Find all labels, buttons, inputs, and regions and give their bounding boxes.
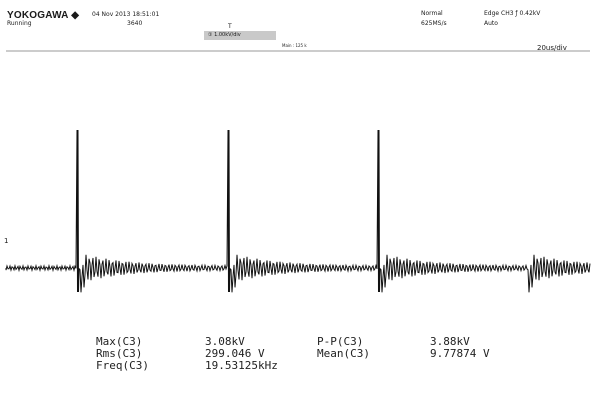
measurement-value: 9.77874 V [430, 347, 490, 360]
main-record-label: Main : 125 k [282, 43, 307, 48]
trigger-settings: Edge CH3 ƒ 0.42kV [484, 10, 541, 17]
waveform-trace [5, 129, 591, 293]
measurement-label: P-P(C3) [317, 335, 364, 348]
run-status: Running [7, 20, 32, 27]
acquisition-mode: Normal [421, 10, 443, 17]
brand-logo: YOKOGAWA ◆ [7, 10, 80, 21]
measurement-value: 299.046 V [205, 347, 265, 360]
measurement-label: Mean(C3) [317, 347, 370, 360]
measurement-label: Freq(C3) [96, 359, 149, 372]
time-per-division: 20us/div [537, 44, 567, 52]
measurement-label: Max(C3) [96, 335, 143, 348]
measurement-labels-2: P-P(C3) Mean(C3) [317, 336, 370, 360]
trigger-mode: Auto [484, 20, 498, 27]
channel-scale-indicator[interactable]: ① 1.00kV/div [204, 31, 276, 40]
measurement-value: 3.88kV [430, 335, 470, 348]
channel-ground-marker: 1 [4, 237, 9, 245]
measurement-labels-1: Max(C3) Rms(C3) Freq(C3) [96, 336, 149, 372]
datetime-readout: 04 Nov 2013 18:51:01 [92, 11, 160, 18]
status-header: YOKOGAWA ◆ Running 04 Nov 2013 18:51:01 … [0, 0, 593, 40]
measurement-value: 3.08kV [205, 335, 245, 348]
measurement-values-2: 3.88kV 9.77874 V [430, 336, 490, 360]
measurement-value: 19.53125kHz [205, 359, 278, 372]
measurement-values-1: 3.08kV 299.046 V 19.53125kHz [205, 336, 278, 372]
measurement-label: Rms(C3) [96, 347, 143, 360]
acquisition-count: 3640 [127, 20, 143, 27]
sample-rate: 625MS/s [421, 20, 447, 27]
channel-scale-label: ① 1.00kV/div [208, 32, 241, 38]
trigger-position-marker: T [228, 23, 232, 30]
